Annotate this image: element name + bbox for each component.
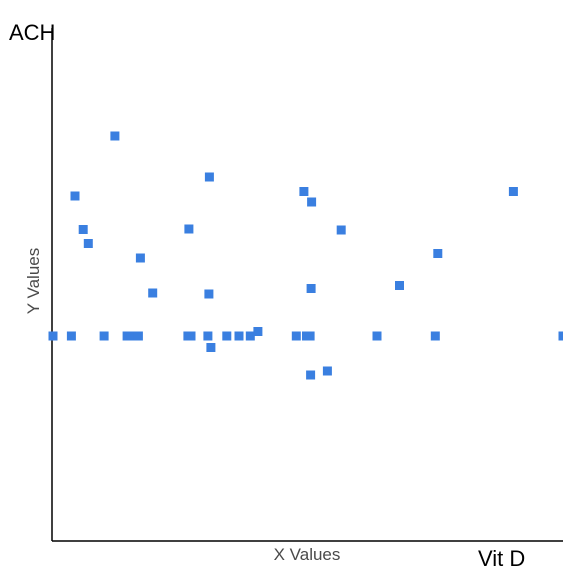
data-point: [508, 187, 518, 196]
data-point: [433, 249, 443, 258]
data-point: [206, 343, 216, 352]
data-point: [253, 327, 263, 336]
data-point: [48, 331, 58, 341]
data-point: [70, 191, 80, 201]
data-point: [99, 331, 109, 341]
data-point: [126, 331, 136, 341]
data-point: [306, 370, 316, 380]
data-point: [245, 331, 255, 341]
data-point: [78, 225, 88, 234]
data-point: [135, 253, 145, 263]
data-point: [184, 224, 194, 234]
data-point: [372, 331, 382, 341]
data-point: [305, 331, 315, 341]
data-point: [186, 331, 196, 341]
data-point: [222, 331, 232, 341]
data-point: [148, 288, 158, 298]
data-point: [291, 331, 301, 341]
data-point: [83, 239, 93, 248]
x-corner-label: Vit D: [478, 546, 525, 568]
data-point: [299, 187, 309, 196]
data-point: [203, 331, 213, 341]
data-point: [395, 281, 404, 290]
data-point: [204, 172, 214, 182]
data-point: [204, 289, 214, 299]
data-point: [306, 284, 316, 293]
x-axis-title: X Values: [274, 545, 341, 564]
data-point: [307, 197, 317, 207]
data-point: [66, 331, 76, 341]
data-point: [336, 225, 346, 235]
data-point: [558, 331, 563, 341]
data-point: [234, 331, 244, 341]
data-point: [430, 331, 440, 341]
data-point: [133, 331, 143, 341]
data-point: [110, 131, 120, 141]
y-axis-title: Y Values: [24, 248, 43, 314]
data-points: [48, 131, 563, 380]
data-point: [322, 366, 332, 376]
y-corner-label: ACH: [9, 20, 55, 45]
